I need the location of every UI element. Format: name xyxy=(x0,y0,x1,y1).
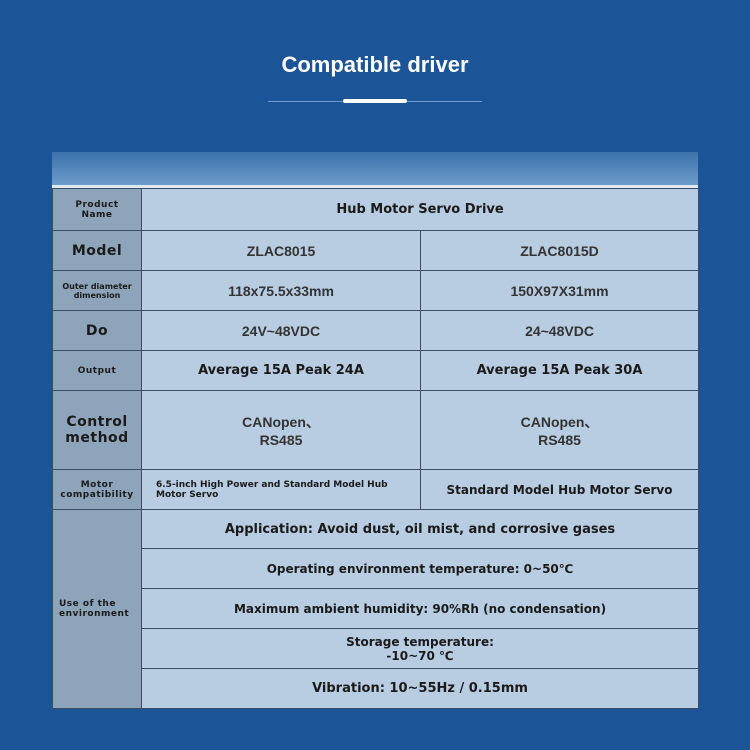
cell: CANopen、RS485 xyxy=(419,390,700,470)
row-label: Use of the environment xyxy=(52,509,142,709)
table-header-band xyxy=(52,152,698,188)
row-environment: Vibration: 10~55Hz / 0.15mm xyxy=(53,668,700,709)
row-output: Output Average 15A Peak 24A Average 15A … xyxy=(52,350,700,391)
row-environment: Operating environment temperature: 0~50℃ xyxy=(53,548,700,589)
row-voltage: Do 24V~48VDC 24~48VDC xyxy=(52,310,700,351)
cell: ZLAC8015D xyxy=(419,230,700,271)
cell: Average 15A Peak 30A xyxy=(419,350,700,391)
row-environment: Maximum ambient humidity: 90%Rh (no cond… xyxy=(53,588,700,629)
cell: Operating environment temperature: 0~50℃ xyxy=(140,548,700,589)
row-product-name: Product Name Hub Motor Servo Drive xyxy=(52,188,700,231)
cell: 6.5-inch High Power and Standard Model H… xyxy=(141,469,421,510)
cell: Storage temperature: -10~70 ℃ xyxy=(140,628,700,669)
cell: Application: Avoid dust, oil mist, and c… xyxy=(140,509,700,549)
cell: CANopen、RS485 xyxy=(141,390,421,470)
page-title: Compatible driver xyxy=(281,52,469,77)
title-divider-highlight xyxy=(343,99,407,103)
row-label: Product Name xyxy=(52,188,142,231)
row-label: Model xyxy=(52,230,142,271)
row-control: Control method CANopen、RS485 CANopen、RS4… xyxy=(52,390,700,470)
row-label: Control method xyxy=(52,390,142,470)
row-environment: Use of the environment Application: Avoi… xyxy=(52,509,700,709)
row-dimension: Outer diameter dimension 118x75.5x33mm 1… xyxy=(52,270,700,311)
row-model: Model ZLAC8015 ZLAC8015D xyxy=(52,230,700,271)
row-label: Outer diameter dimension xyxy=(52,270,142,311)
cell: 24V~48VDC xyxy=(141,310,421,351)
cell: Maximum ambient humidity: 90%Rh (no cond… xyxy=(140,588,700,629)
cell: Vibration: 10~55Hz / 0.15mm xyxy=(140,668,700,709)
row-label: Output xyxy=(52,350,142,391)
cell: 150X97X31mm xyxy=(419,270,700,311)
cell: Average 15A Peak 24A xyxy=(141,350,421,391)
cell: Standard Model Hub Motor Servo xyxy=(419,469,700,510)
cell: Hub Motor Servo Drive xyxy=(140,188,700,231)
cell: ZLAC8015 xyxy=(141,230,421,271)
row-environment: Storage temperature: -10~70 ℃ xyxy=(53,628,700,669)
row-motor: Motor compatibility 6.5-inch High Power … xyxy=(52,469,700,510)
row-label: Do xyxy=(52,310,142,351)
row-label: Motor compatibility xyxy=(52,469,142,510)
cell: 118x75.5x33mm xyxy=(141,270,421,311)
spec-table: Product Name Hub Motor Servo Drive Model… xyxy=(52,188,700,709)
cell: 24~48VDC xyxy=(419,310,700,351)
